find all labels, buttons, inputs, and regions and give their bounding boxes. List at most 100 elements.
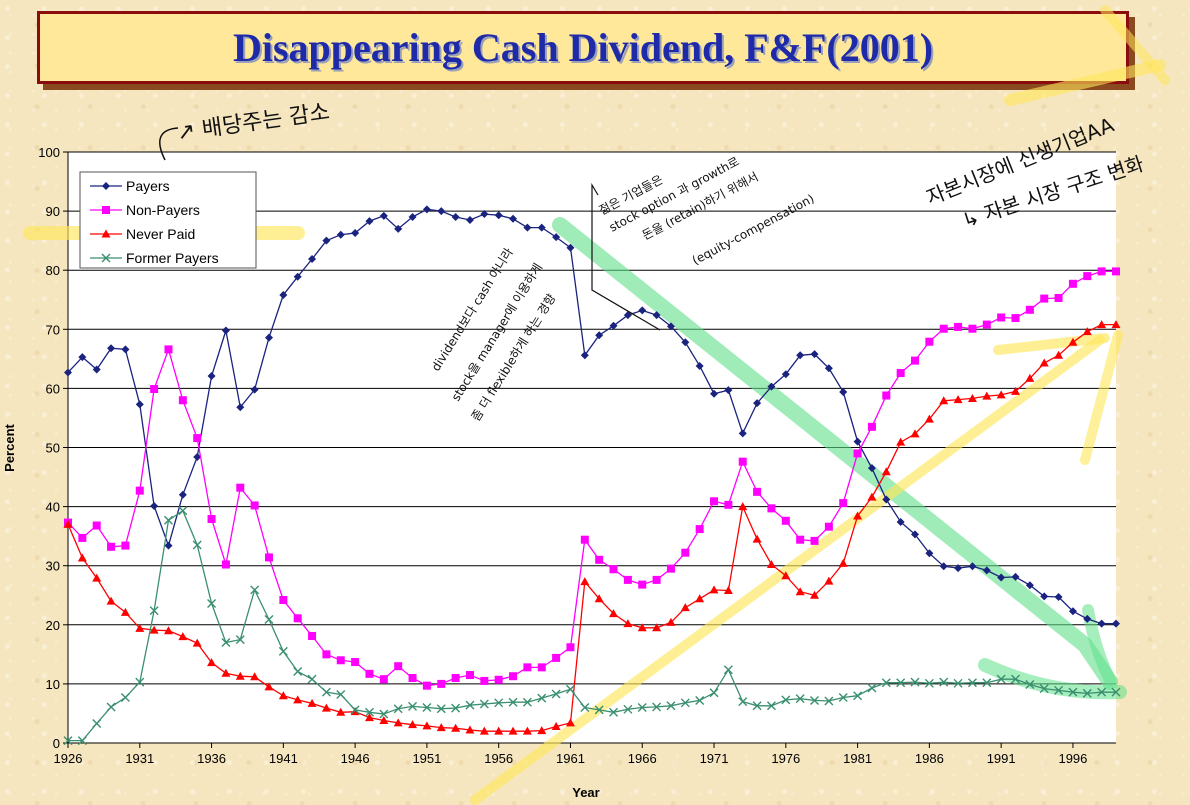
data-point-never-paid [896,437,906,446]
data-point-never-paid [824,576,834,585]
data-point-non-payers [107,542,116,551]
x-tick-label: 1931 [125,751,154,766]
data-point-never-paid [881,467,891,476]
data-point-never-paid [680,603,690,612]
data-point-non-payers [494,675,503,684]
data-point-former-payers [924,678,934,688]
data-point-never-paid [479,726,489,735]
y-tick-label: 40 [46,500,60,515]
data-point-never-paid [178,632,188,641]
data-point-never-paid [939,396,949,405]
data-point-never-paid [393,718,403,727]
data-point-payers [221,326,230,335]
data-point-former-payers [810,695,820,705]
data-point-payers [666,322,675,331]
data-point-payers [911,530,920,539]
data-point-non-payers [1083,272,1092,281]
data-point-payers [925,549,934,558]
data-point-never-paid [494,726,504,735]
data-point-payers [480,210,489,219]
data-point-former-payers [1054,685,1064,695]
data-point-never-paid [293,695,303,704]
data-point-former-payers [967,678,977,688]
data-point-payers [92,365,101,374]
data-point-former-payers [766,701,776,711]
x-tick-label: 1986 [915,751,944,766]
data-point-never-paid [666,617,676,626]
data-point-never-paid [609,609,619,618]
data-point-non-payers [293,614,302,623]
data-point-payers [178,490,187,499]
data-point-payers [767,382,776,391]
data-point-never-paid [1111,320,1121,329]
data-point-payers [1054,593,1063,602]
data-point-former-payers [1111,687,1121,697]
data-point-former-payers [350,705,360,715]
data-point-non-payers [710,497,719,506]
data-point-payers [408,213,417,222]
data-point-former-payers [364,707,374,717]
data-point-never-paid [250,672,260,681]
data-point-never-paid [422,721,432,730]
data-point-payers [394,224,403,233]
data-point-payers [308,254,317,263]
data-point-payers [193,452,202,461]
y-tick-label: 50 [46,441,60,456]
data-point-former-payers [551,689,561,699]
data-point-non-payers [666,564,675,573]
data-point-former-payers [479,699,489,709]
data-point-former-payers [838,692,848,702]
data-point-non-payers [250,501,259,510]
data-point-former-payers [278,646,288,656]
data-point-former-payers [307,674,317,684]
data-point-payers [824,364,833,373]
legend-label: Payers [126,178,170,194]
data-point-former-payers [910,677,920,687]
data-point-payers [724,386,733,395]
data-point-never-paid [1039,358,1049,367]
series-payers [64,205,1120,628]
x-tick-label: 1946 [341,751,370,766]
data-point-payers [839,387,848,396]
data-point-payers [638,306,647,315]
x-tick-label: 1971 [700,751,729,766]
x-axis-label: Year [572,785,599,800]
data-point-non-payers [207,515,216,524]
data-point-never-paid [350,707,360,716]
data-point-former-payers [293,666,303,676]
data-point-payers [279,291,288,300]
data-point-non-payers [351,658,360,667]
data-point-non-payers [566,643,575,652]
data-point-never-paid [781,571,791,580]
data-point-non-payers [753,487,762,496]
data-point-never-paid [149,625,159,634]
data-point-former-payers [738,697,748,707]
legend-item-former-payers: Former Payers [90,250,219,266]
data-point-former-payers [250,585,260,595]
y-tick-label: 30 [46,559,60,574]
data-point-never-paid [924,414,934,423]
data-point-payers [552,233,561,242]
data-point-former-payers [609,707,619,717]
data-point-non-payers [623,575,632,584]
data-point-non-payers [681,548,690,557]
data-point-former-payers [408,701,418,711]
data-point-non-payers [968,324,977,333]
data-point-never-paid [307,698,317,707]
data-point-former-payers [680,698,690,708]
data-point-former-payers [192,540,202,550]
data-point-former-payers [1082,688,1092,698]
data-point-non-payers [121,541,130,550]
x-tick-label: 1966 [628,751,657,766]
data-point-former-payers [537,693,547,703]
series-former-payers [63,506,1121,746]
data-point-never-paid [594,594,604,603]
data-point-payers [939,562,948,571]
data-point-payers [78,353,87,362]
x-tick-label: 1981 [843,751,872,766]
data-point-former-payers [92,719,102,728]
series-line-former-payers [68,509,1116,742]
x-tick-label: 1996 [1058,751,1087,766]
data-point-non-payers [695,525,704,534]
data-point-never-paid [235,671,245,680]
